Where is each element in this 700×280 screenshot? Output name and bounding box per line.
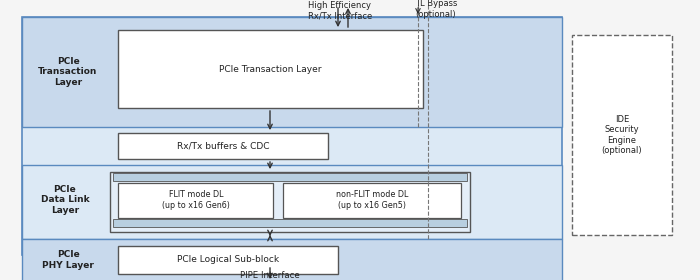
Text: PCIe
Transaction
Layer: PCIe Transaction Layer <box>38 57 98 87</box>
Text: PCIe
Data Link
Layer: PCIe Data Link Layer <box>41 185 90 215</box>
Text: FLIT mode DL
(up to x16 Gen6): FLIT mode DL (up to x16 Gen6) <box>162 190 230 210</box>
Bar <box>110 172 470 232</box>
Bar <box>572 35 672 235</box>
Bar <box>22 17 562 255</box>
Text: PCIe
PHY Layer: PCIe PHY Layer <box>42 250 94 270</box>
Text: High Efficiency
Rx/Tx Interface: High Efficiency Rx/Tx Interface <box>308 1 372 21</box>
Text: PCIe Transaction Layer: PCIe Transaction Layer <box>218 64 321 74</box>
Text: IDE
Security
Engine
(optional): IDE Security Engine (optional) <box>602 115 643 155</box>
Text: PIPE Interface: PIPE Interface <box>240 272 300 280</box>
Bar <box>118 133 328 159</box>
Bar <box>118 183 273 218</box>
Bar <box>113 219 467 227</box>
Bar <box>22 165 562 239</box>
Bar <box>118 30 423 108</box>
Bar <box>22 17 562 127</box>
Text: PCIe Logical Sub-block: PCIe Logical Sub-block <box>177 255 279 265</box>
Bar <box>118 246 338 274</box>
Bar <box>113 173 467 181</box>
Bar <box>22 239 562 280</box>
Bar <box>283 183 461 218</box>
Text: non-FLIT mode DL
(up to x16 Gen5): non-FLIT mode DL (up to x16 Gen5) <box>336 190 408 210</box>
Text: TL Bypass
(optional): TL Bypass (optional) <box>415 0 457 19</box>
Text: Rx/Tx buffers & CDC: Rx/Tx buffers & CDC <box>176 141 270 151</box>
